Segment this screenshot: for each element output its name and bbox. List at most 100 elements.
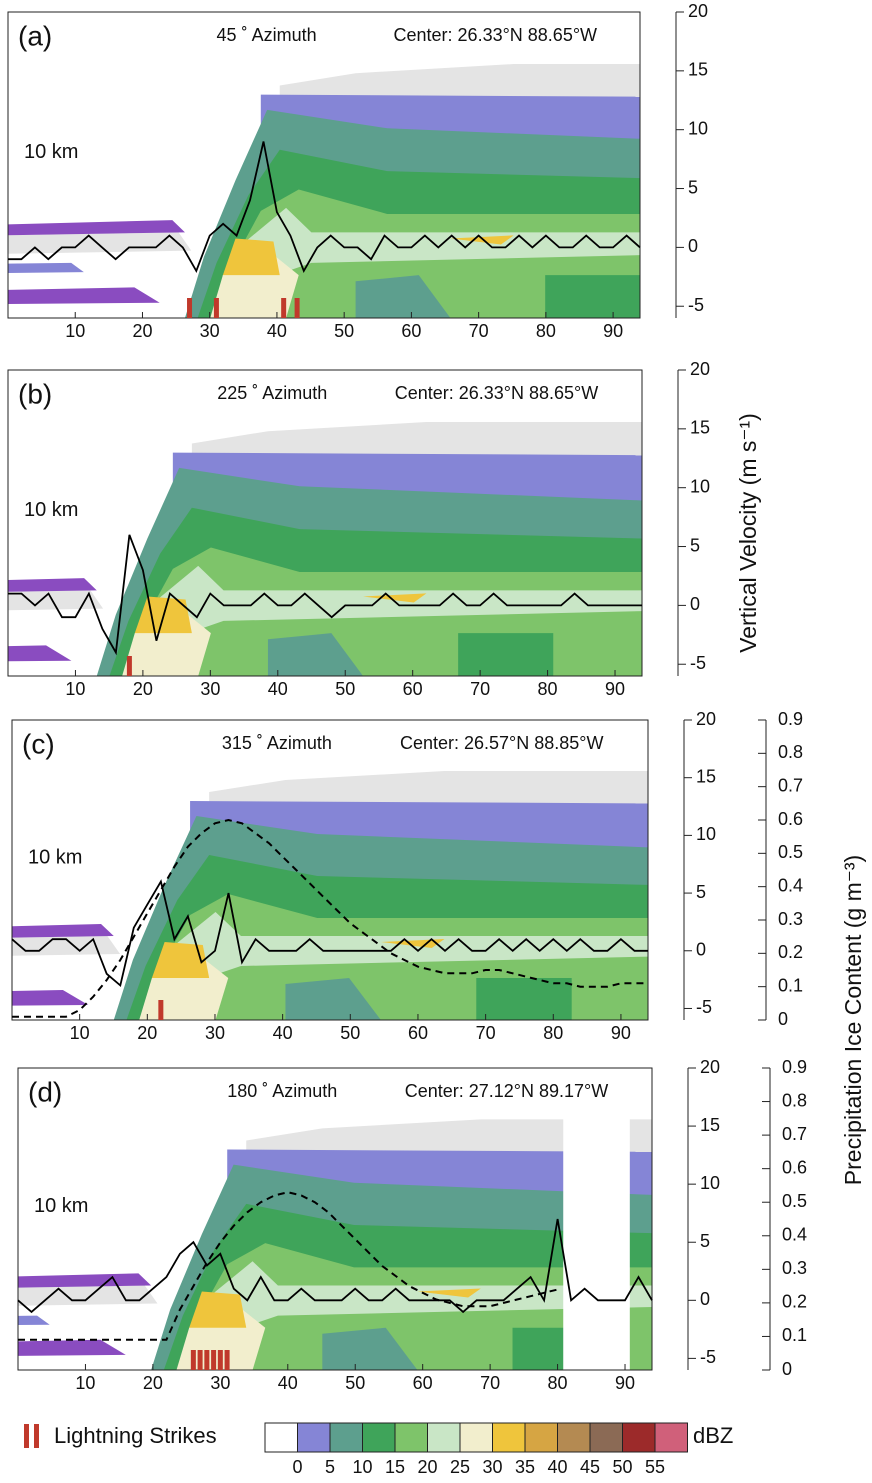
x-tick-label: 70 [470, 679, 490, 699]
x-tick-label: 30 [210, 1373, 230, 1393]
lightning-strike [187, 298, 193, 318]
y2-tick-label: 0 [782, 1359, 792, 1379]
colorbar-level: 15 [385, 1457, 405, 1477]
y-tick-label: -5 [688, 295, 704, 315]
x-tick-label: 10 [70, 1023, 90, 1043]
panel-label: (c) [22, 728, 55, 759]
y-tick-label: 15 [700, 1115, 720, 1135]
x-tick-label: 90 [611, 1023, 631, 1043]
colorbar-level: 10 [352, 1457, 372, 1477]
y2-axis-title: Precipitation Ice Content (g m⁻³) [840, 855, 866, 1185]
y2-tick-label: 0.4 [778, 875, 803, 895]
lightning-legend: Lightning Strikes [54, 1423, 217, 1448]
y2-tick-label: 0.2 [782, 1292, 807, 1312]
y-tick-label: 5 [690, 535, 700, 555]
x-tick-label: 50 [335, 679, 355, 699]
y-tick-label: 5 [696, 882, 706, 902]
lightning-icon [34, 1424, 39, 1448]
colorbar-box [297, 1422, 331, 1453]
plot-frame [11, 719, 649, 1021]
colorbar-box [557, 1422, 591, 1453]
panel-label: (d) [28, 1076, 62, 1107]
y2-tick-label: 0.6 [782, 1157, 807, 1177]
y2-tick-label: 0.8 [782, 1090, 807, 1110]
y2-tick-label: 0.7 [782, 1124, 807, 1144]
azimuth: 315 ˚ Azimuth [222, 733, 332, 753]
lightning-strike [224, 1350, 230, 1370]
colorbar-box [589, 1422, 623, 1453]
y2-tick-label: 0.1 [782, 1325, 807, 1345]
y2-tick-label: 0.4 [782, 1225, 807, 1245]
colorbar-box [394, 1422, 428, 1453]
y2-tick-label: 0.9 [782, 1057, 807, 1077]
x-tick-label: 30 [200, 679, 220, 699]
x-tick-label: 10 [75, 1373, 95, 1393]
y-tick-label: -5 [696, 997, 712, 1017]
x-tick-label: 70 [469, 321, 489, 341]
y-tick-label: 5 [688, 177, 698, 197]
colorbar-level: 45 [580, 1457, 600, 1477]
center-location: Center: 26.33°N 88.65°W [395, 383, 599, 403]
x-tick-label: 60 [403, 679, 423, 699]
y-tick-label: -5 [700, 1347, 716, 1367]
y2-tick-label: 0.3 [782, 1258, 807, 1278]
height-annotation: 10 km [24, 499, 78, 521]
y2-tick-label: 0.9 [778, 709, 803, 729]
x-tick-label: 70 [480, 1373, 500, 1393]
colorbar-box [524, 1422, 558, 1453]
reflectivity-field [8, 64, 640, 318]
y-tick-label: 10 [690, 476, 710, 496]
y-tick-label: 20 [688, 1, 708, 21]
y-tick-label: 10 [700, 1173, 720, 1193]
x-tick-label: 80 [543, 1023, 563, 1043]
plot-frame [17, 1067, 653, 1371]
x-tick-label: 10 [65, 679, 85, 699]
panel-label: (a) [18, 20, 52, 51]
panel-label: (b) [18, 378, 52, 409]
y2-tick-label: 0.5 [782, 1191, 807, 1211]
x-tick-label: 80 [536, 321, 556, 341]
y-tick-label: 5 [700, 1231, 710, 1251]
y-tick-label: 0 [688, 236, 698, 256]
colorbar-box [654, 1422, 688, 1453]
x-tick-label: 40 [278, 1373, 298, 1393]
y2-tick-label: 0.3 [778, 909, 803, 929]
velocity-line [17, 1218, 653, 1314]
x-tick-label: 50 [345, 1373, 365, 1393]
azimuth: 45 ˚ Azimuth [217, 25, 317, 45]
center-location: Center: 27.12°N 89.17°W [405, 1081, 609, 1101]
lightning-strike [211, 1350, 217, 1370]
plot-frame [7, 11, 641, 319]
y2-tick-label: 0.8 [778, 742, 803, 762]
colorbar-level: 30 [482, 1457, 502, 1477]
colorbar-box [427, 1422, 461, 1453]
x-tick-label: 60 [401, 321, 421, 341]
y-tick-label: 0 [690, 594, 700, 614]
colorbar-box [362, 1422, 396, 1453]
colorbar-level: 0 [292, 1457, 302, 1477]
colorbar-level: 35 [515, 1457, 535, 1477]
y2-tick-label: 0.6 [778, 809, 803, 829]
reflectivity-field [18, 1068, 652, 1370]
colorbar-box [459, 1422, 493, 1453]
y-tick-label: 15 [690, 418, 710, 438]
x-tick-label: 90 [615, 1373, 635, 1393]
y-tick-label: 15 [688, 60, 708, 80]
y2-tick-label: 0.5 [778, 842, 803, 862]
x-tick-label: 80 [538, 679, 558, 699]
y-tick-label: 0 [700, 1289, 710, 1309]
colorbar-level: 25 [450, 1457, 470, 1477]
ice-content-line [18, 1191, 558, 1341]
colorbar-box [329, 1422, 363, 1453]
y-tick-label: 20 [690, 359, 710, 379]
colorbar-label: dBZ [693, 1423, 733, 1448]
x-tick-label: 20 [143, 1373, 163, 1393]
colorbar-box [492, 1422, 526, 1453]
colorbar-level: 40 [547, 1457, 567, 1477]
x-tick-label: 50 [340, 1023, 360, 1043]
y-tick-label: 10 [688, 118, 708, 138]
azimuth: 180 ˚ Azimuth [227, 1081, 337, 1101]
lightning-strike [204, 1350, 210, 1370]
lightning-strike [217, 1350, 223, 1370]
azimuth: 225 ˚ Azimuth [217, 383, 327, 403]
